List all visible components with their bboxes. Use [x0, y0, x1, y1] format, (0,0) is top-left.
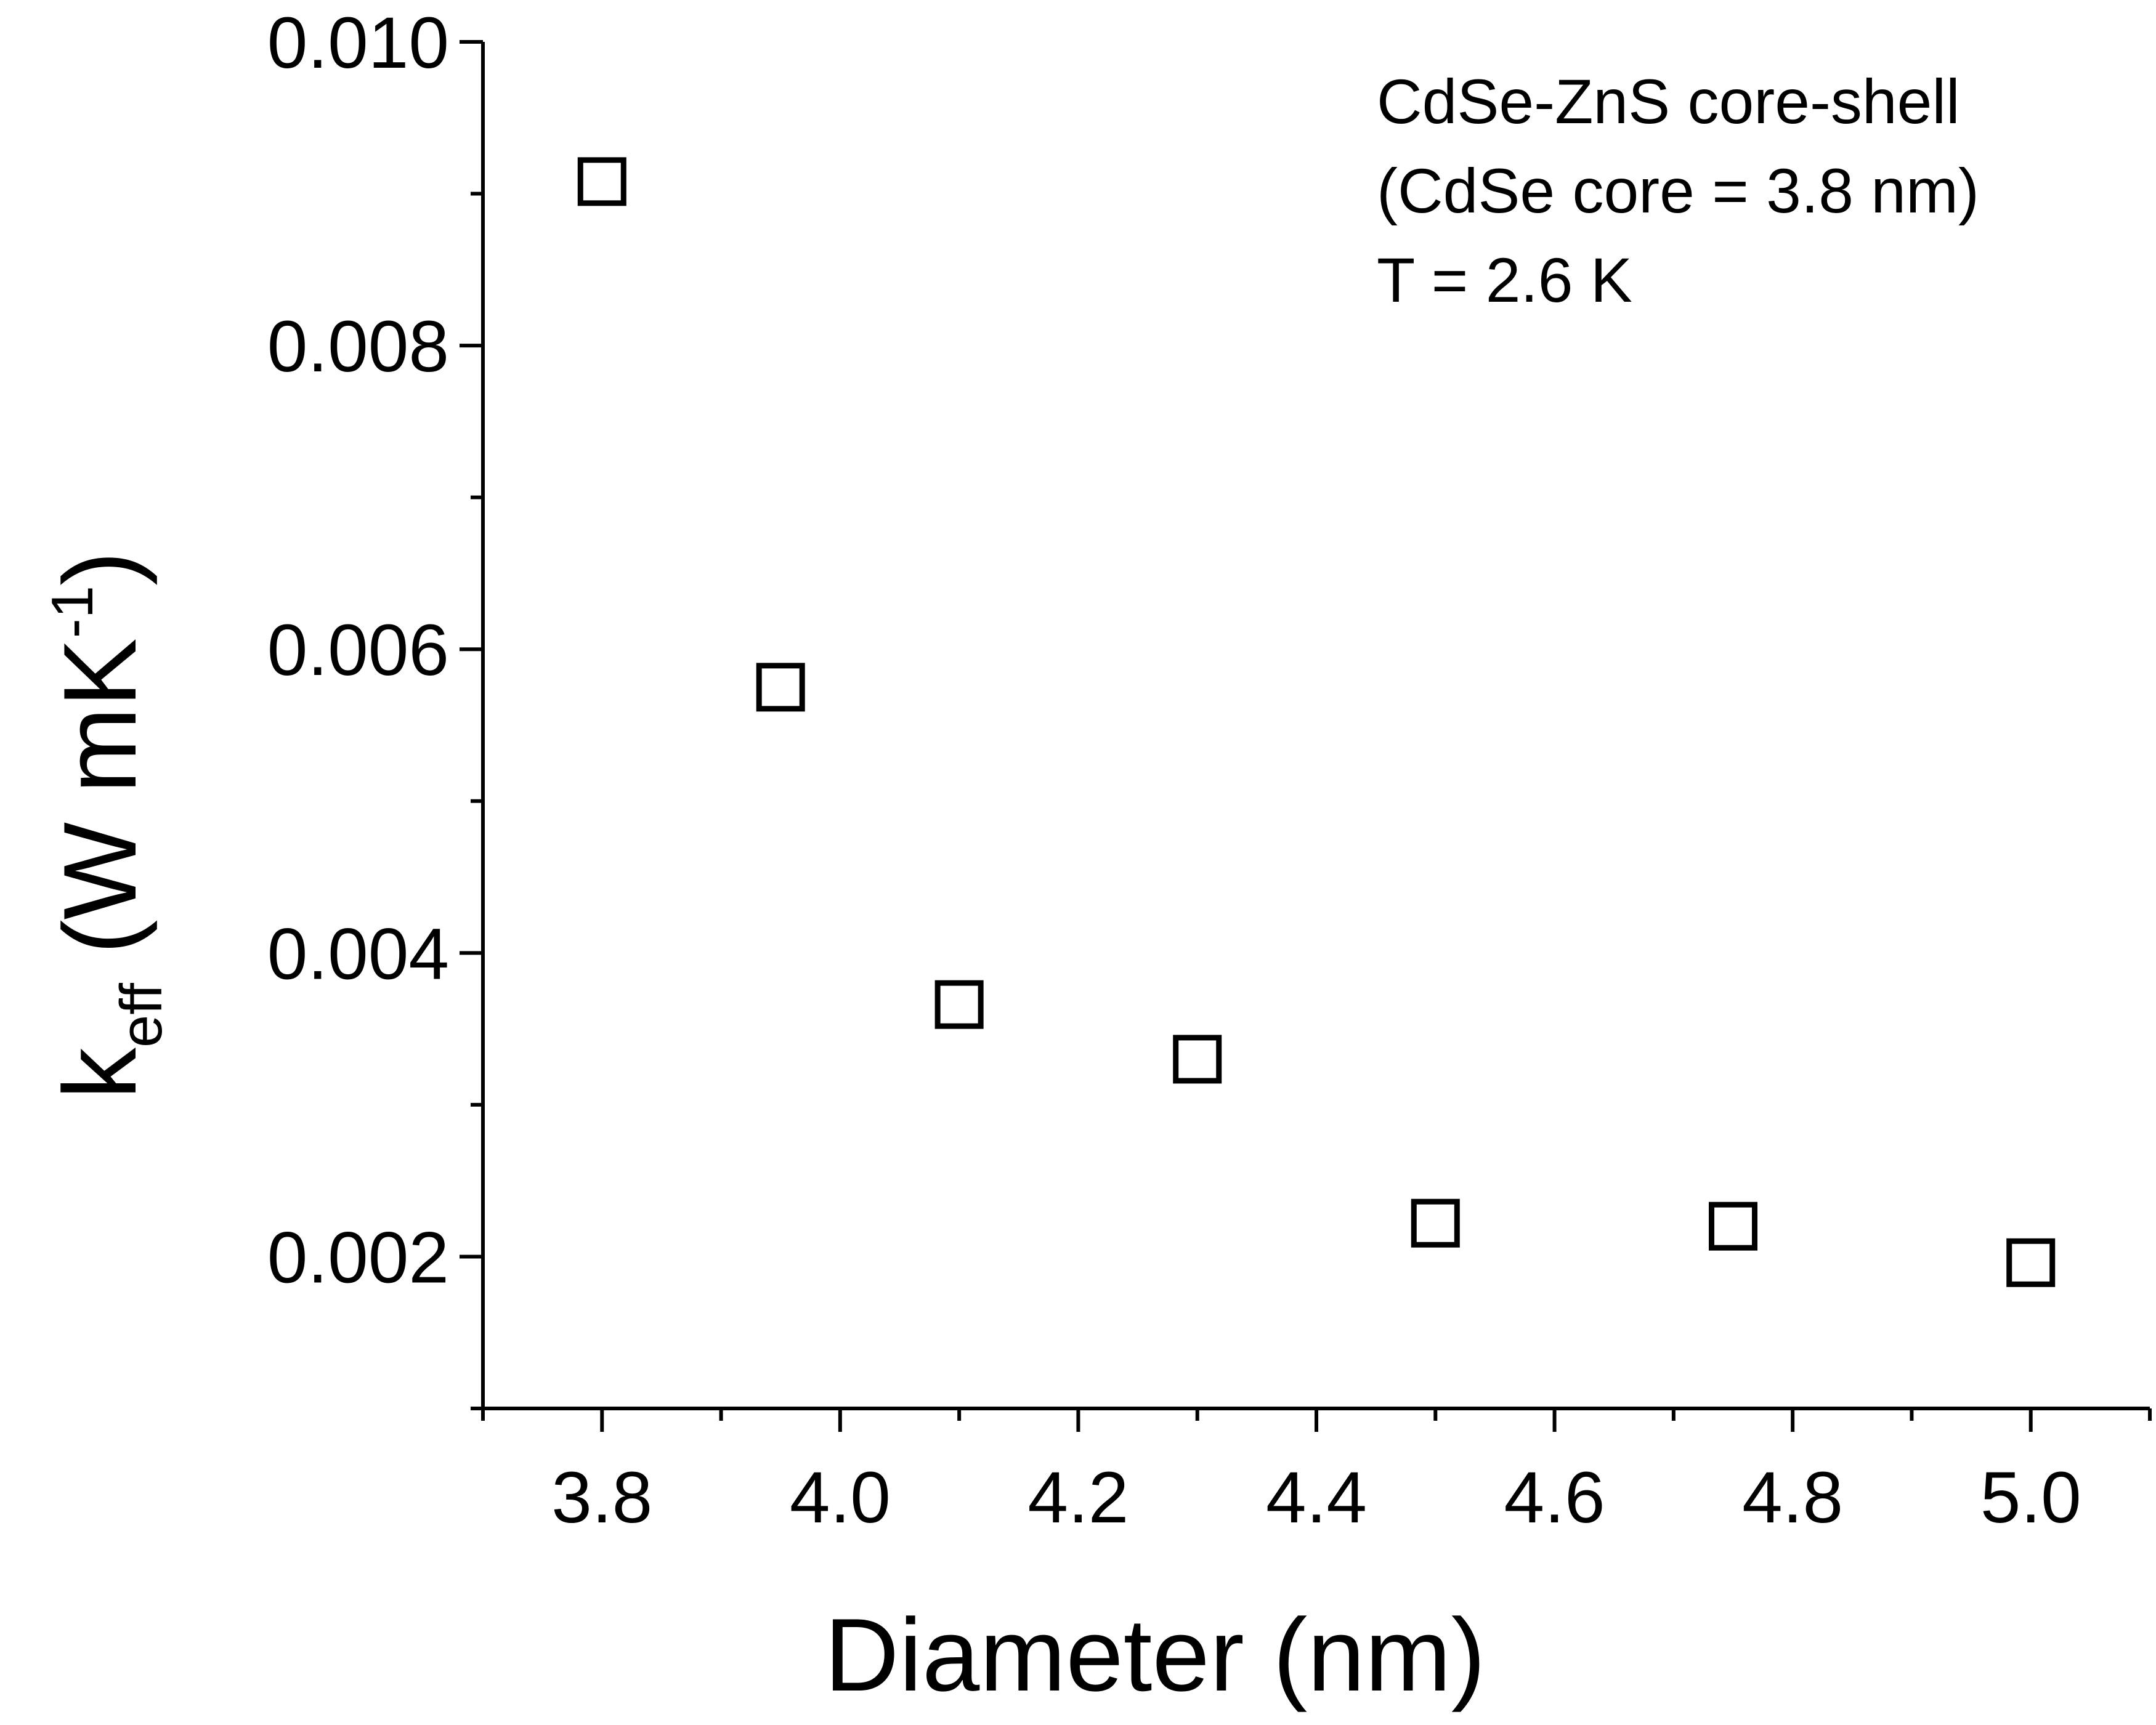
- y-tick-label: 0.010: [267, 2, 449, 84]
- y-axis-title-base: k: [42, 1047, 158, 1099]
- data-point: [1173, 1035, 1222, 1084]
- y-tick-label: 0.004: [267, 913, 449, 995]
- data-point: [2006, 1238, 2056, 1287]
- axes: [481, 42, 2150, 1410]
- y-axis-title-units: (W mK: [42, 638, 158, 983]
- data-point: [934, 980, 984, 1029]
- y-tick-label: 0.006: [267, 610, 449, 691]
- x-tick-label: 4.6: [1504, 1457, 1605, 1538]
- y-axis-title: keff (W mK-1): [39, 551, 174, 1099]
- x-tick-label: 3.8: [551, 1457, 652, 1538]
- x-ticks: [481, 1408, 2152, 1432]
- annotation-box: CdSe-ZnS core-shell (CdSe core = 3.8 nm)…: [1377, 67, 1979, 315]
- y-axis-title-close: ): [42, 551, 158, 586]
- y-tick-labels: 0.002 0.004 0.006 0.008 0.010: [267, 2, 449, 1298]
- x-tick-label: 5.0: [1980, 1457, 2081, 1538]
- x-tick-label: 4.0: [790, 1457, 891, 1538]
- y-tick-label: 0.002: [267, 1217, 449, 1298]
- data-point: [1411, 1198, 1460, 1248]
- y-ticks: [460, 40, 483, 1410]
- data-point: [1709, 1202, 1757, 1251]
- annotation-line-1: CdSe-ZnS core-shell: [1377, 67, 1960, 137]
- data-points: [577, 157, 2056, 1287]
- data-point: [756, 663, 805, 712]
- x-tick-label: 4.8: [1742, 1457, 1843, 1538]
- x-tick-label: 4.2: [1027, 1457, 1129, 1538]
- annotation-line-2: (CdSe core = 3.8 nm): [1377, 156, 1979, 226]
- y-tick-label: 0.008: [267, 306, 449, 387]
- y-axis-title-superscript: -1: [39, 586, 105, 638]
- x-tick-label: 4.4: [1266, 1457, 1367, 1538]
- x-tick-labels: 3.8 4.0 4.2 4.4 4.6 4.8 5.0: [551, 1457, 2081, 1538]
- x-axis-title: Diameter (nm): [824, 1597, 1485, 1713]
- data-point: [577, 157, 626, 206]
- annotation-line-3: T = 2.6 K: [1377, 245, 1632, 315]
- y-axis-title-subscript: eff: [108, 983, 174, 1048]
